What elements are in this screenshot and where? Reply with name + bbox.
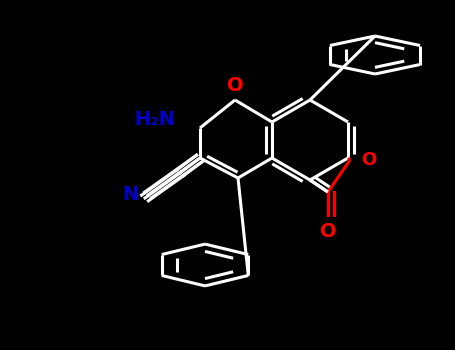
Text: H₂N: H₂N	[134, 110, 175, 129]
Text: O: O	[320, 222, 336, 241]
Text: O: O	[361, 151, 377, 169]
Text: N: N	[123, 186, 139, 204]
Text: O: O	[227, 76, 243, 95]
